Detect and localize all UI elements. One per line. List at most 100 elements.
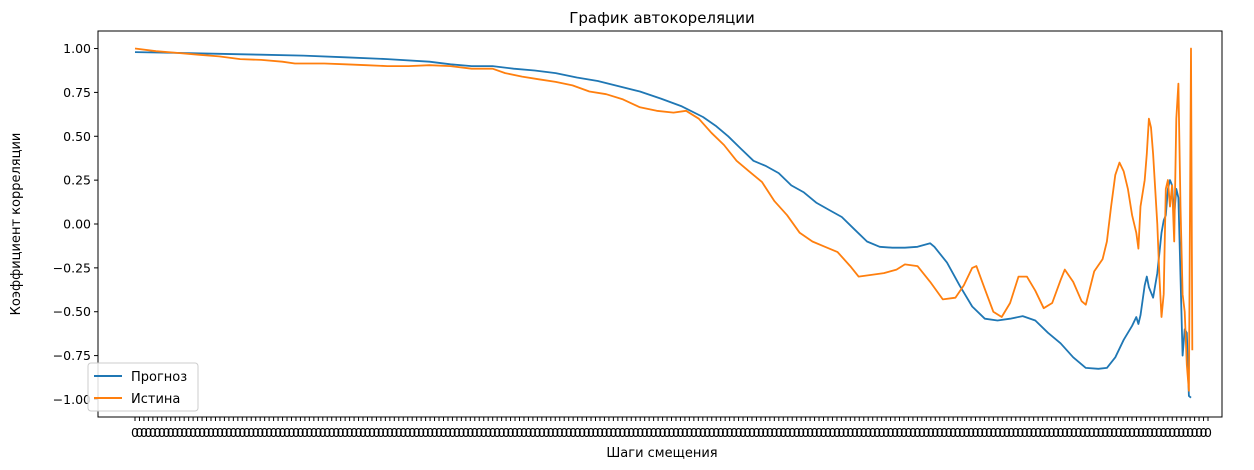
x-tick-label: 0 [945,425,953,440]
y-tick-label: 1.00 [63,41,91,56]
x-tick-label: 0 [623,425,631,440]
x-tick-label: 0 [153,425,161,440]
x-tick-label: 0 [632,425,640,440]
x-tick-label: 0 [1003,425,1011,440]
x-tick-label: 0 [1007,425,1015,440]
x-tick-label: 0 [1150,425,1158,440]
x-tick-label: 0 [511,425,519,440]
y-tick-label: −0.75 [53,348,91,363]
x-tick-label: 0 [882,425,890,440]
x-tick-label: 0 [797,425,805,440]
x-tick-label: 0 [1115,425,1123,440]
x-tick-label: 0 [699,425,707,440]
x-tick-label: 0 [618,425,626,440]
x-tick-label: 0 [650,425,658,440]
x-tick-label: 0 [162,425,170,440]
x-tick-label: 0 [578,425,586,440]
x-tick-label: 0 [1048,425,1056,440]
plot-area: 0000000000000000000000000000000000000000… [53,30,1223,440]
x-tick-label: 0 [386,425,394,440]
x-tick-label: 0 [337,425,345,440]
x-tick-label: 0 [811,425,819,440]
x-tick-label: 0 [149,425,157,440]
x-tick-label: 0 [846,425,854,440]
x-tick-label: 0 [784,425,792,440]
x-tick-label: 0 [243,425,251,440]
x-tick-label: 0 [690,425,698,440]
x-tick-label: 0 [359,425,367,440]
y-tick-label: 0.75 [63,85,91,100]
x-tick-label: 0 [600,425,608,440]
x-tick-label: 0 [694,425,702,440]
x-tick-label: 0 [1016,425,1024,440]
x-tick-label: 0 [462,425,470,440]
x-tick-label: 0 [180,425,188,440]
x-tick-label: 0 [574,425,582,440]
x-tick-label: 0 [860,425,868,440]
x-tick-label: 0 [609,425,617,440]
x-tick-label: 0 [484,425,492,440]
x-tick-label: 0 [466,425,474,440]
x-tick-label: 0 [431,425,439,440]
x-tick-label: 0 [641,425,649,440]
x-tick-label: 0 [645,425,653,440]
x-tick-label: 0 [498,425,506,440]
x-tick-label: 0 [963,425,971,440]
x-tick-label: 0 [703,425,711,440]
x-tick-label: 0 [927,425,935,440]
x-tick-label: 0 [681,425,689,440]
x-tick-label: 0 [516,425,524,440]
x-tick-label: 0 [167,425,175,440]
x-tick-label: 0 [444,425,452,440]
x-tick-label: 0 [980,425,988,440]
x-tick-label: 0 [878,425,886,440]
x-tick-label: 0 [493,425,501,440]
x-tick-label: 0 [171,425,179,440]
x-tick-label: 0 [954,425,962,440]
x-tick-label: 0 [1128,425,1136,440]
x-tick-label: 0 [1186,425,1194,440]
x-tick-label: 0 [1132,425,1140,440]
x-tick-label: 0 [176,425,184,440]
x-tick-label: 0 [815,425,823,440]
x-tick-label: 0 [994,425,1002,440]
x-tick-label: 0 [350,425,358,440]
x-tick-label: 0 [135,425,143,440]
x-tick-label: 0 [913,425,921,440]
x-tick-label: 0 [1097,425,1105,440]
x-tick-label: 0 [319,425,327,440]
x-tick-label: 0 [440,425,448,440]
x-tick-label: 0 [596,425,604,440]
x-tick-label: 0 [1088,425,1096,440]
x-tick-label: 0 [717,425,725,440]
x-tick-label: 0 [346,425,354,440]
x-axis-ticks: 0000000000000000000000000000000000000000… [131,417,1212,440]
x-tick-label: 0 [627,425,635,440]
x-tick-label: 0 [144,425,152,440]
x-tick-label: 0 [341,425,349,440]
x-tick-label: 0 [1182,425,1190,440]
x-tick-label: 0 [685,425,693,440]
x-tick-label: 0 [748,425,756,440]
x-tick-label: 0 [770,425,778,440]
x-tick-label: 0 [305,425,313,440]
x-tick-label: 0 [833,425,841,440]
x-tick-label: 0 [158,425,166,440]
x-tick-label: 0 [989,425,997,440]
x-tick-label: 0 [234,425,242,440]
x-tick-label: 0 [998,425,1006,440]
x-tick-label: 0 [185,425,193,440]
y-axis-label: Коэффициент корреляции [9,133,24,316]
x-tick-label: 0 [1177,425,1185,440]
x-tick-label: 0 [708,425,716,440]
x-tick-label: 0 [408,425,416,440]
x-tick-label: 0 [900,425,908,440]
x-tick-label: 0 [1146,425,1154,440]
x-tick-label: 0 [583,425,591,440]
x-tick-label: 0 [909,425,917,440]
x-tick-label: 0 [140,425,148,440]
x-tick-label: 0 [663,425,671,440]
x-tick-label: 0 [314,425,322,440]
y-axis-ticks: 1.00 0.75 0.50 0.25 0.00 −0.25 −0.50 −0.75 −1.00 [53,41,98,407]
